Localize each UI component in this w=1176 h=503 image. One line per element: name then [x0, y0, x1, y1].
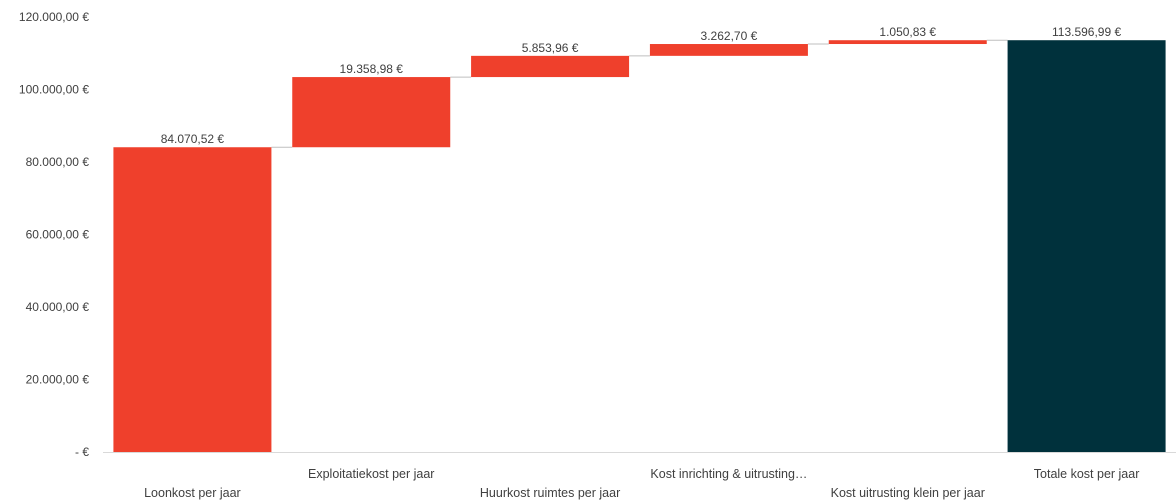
category-labels: Loonkost per jaar Exploitatiekost per jaa… [144, 467, 1139, 500]
category-label: Exploitatiekost per jaar [308, 467, 434, 481]
y-tick-label: - € [75, 445, 89, 459]
y-tick-label: 20.000,00 € [26, 373, 90, 387]
category-label: Huurkost ruimtes per jaar [480, 486, 620, 500]
data-label: 19.358,98 € [340, 62, 404, 76]
y-tick-label: 60.000,00 € [26, 228, 90, 242]
y-tick-label: 80.000,00 € [26, 155, 90, 169]
category-label: Kost uitrusting klein per jaar [831, 486, 985, 500]
data-label: 1.050,83 € [879, 25, 936, 39]
category-label: Totale kost per jaar [1034, 467, 1140, 481]
category-label: Loonkost per jaar [144, 486, 241, 500]
data-label: 84.070,52 € [161, 132, 225, 146]
connector-lines [271, 39, 1008, 148]
y-tick-label: 120.000,00 € [19, 10, 89, 24]
bars [113, 40, 1166, 453]
data-label: 3.262,70 € [701, 29, 758, 43]
total-bar [1007, 40, 1166, 453]
y-axis-tick-labels: - € 20.000,00 € 40.000,00 € 60.000,00 € 80.0… [19, 10, 89, 459]
data-label: 5.853,96 € [522, 41, 579, 55]
increase-bar [292, 77, 451, 148]
increase-bar [828, 40, 987, 45]
data-label: 113.596,99 € [1052, 25, 1122, 39]
y-tick-label: 100.000,00 € [19, 83, 89, 97]
increase-bar [649, 44, 808, 56]
y-tick-label: 40.000,00 € [26, 300, 90, 314]
increase-bar [113, 147, 272, 452]
category-label: Kost inrichting & uitrusting… [650, 467, 807, 481]
data-labels: 84.070,52 € 19.358,98 € 5.853,96 € 3.262,70… [161, 25, 1122, 146]
increase-bar [471, 55, 630, 78]
